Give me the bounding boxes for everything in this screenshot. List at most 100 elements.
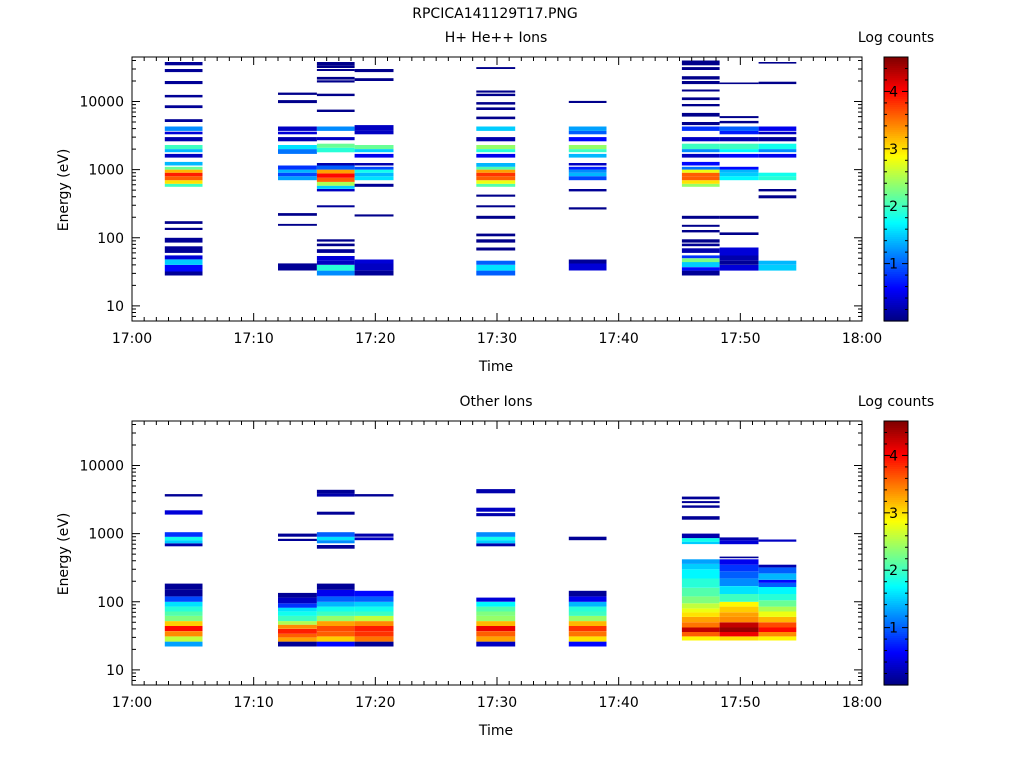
colorbar-segment: [884, 189, 908, 192]
heatmap-cell: [568, 621, 607, 626]
heatmap-cell: [476, 615, 516, 622]
colorbar-segment: [884, 546, 908, 550]
heatmap-cell: [164, 126, 203, 131]
heatmap-cell: [476, 540, 516, 544]
colorbar-segment: [884, 228, 908, 231]
heatmap-cell: [681, 255, 720, 259]
colorbar-segment: [884, 553, 908, 556]
heatmap-cell: [681, 62, 720, 66]
heatmap-cell: [568, 137, 607, 142]
heatmap-cell: [681, 267, 720, 271]
heatmap-cell: [719, 126, 759, 131]
heatmap-cell: [476, 507, 516, 512]
colorbar-segment: [884, 431, 908, 434]
heatmap-cell: [316, 615, 355, 622]
heatmap-cell: [719, 169, 759, 173]
colorbar-tick-label: 2: [889, 563, 898, 579]
heatmap-cell: [476, 233, 516, 237]
colorbar-segment: [884, 454, 908, 457]
heatmap-cell: [758, 586, 797, 594]
heatmap-cell: [316, 239, 355, 242]
heatmap-cell: [681, 243, 720, 247]
heatmap-cell: [681, 67, 720, 70]
colorbar-segment: [884, 285, 908, 289]
colorbar-segment: [884, 127, 908, 130]
colorbar-segment: [884, 162, 908, 165]
heatmap-cell: [164, 536, 203, 541]
heatmap-cell: [476, 194, 516, 197]
heatmap-cell: [719, 247, 759, 256]
colorbar-segment: [884, 425, 908, 428]
colorbar-segment: [884, 290, 908, 293]
heatmap-cell: [354, 611, 394, 616]
colorbar-segment: [884, 538, 908, 542]
colorbar-segment: [884, 491, 908, 494]
colorbar-segment: [884, 614, 908, 618]
heatmap-cell: [278, 603, 317, 608]
y-axis-label: Energy (eV): [56, 513, 72, 596]
colorbar-segment: [884, 252, 908, 256]
colorbar-segment: [884, 532, 908, 536]
colorbar-tick-label: 2: [889, 199, 898, 215]
heatmap-cell: [719, 149, 759, 153]
colorbar-segment: [884, 561, 908, 564]
heatmap-cell: [316, 169, 355, 174]
heatmap-cell: [719, 616, 759, 623]
colorbar-segment: [884, 621, 908, 624]
colorbar-segment: [884, 583, 908, 587]
colorbar-segment: [884, 193, 908, 196]
colorbar-tick-label: 1: [889, 621, 898, 637]
colorbar-segment: [884, 458, 908, 461]
colorbar-segment: [884, 505, 908, 509]
colorbar-segment: [884, 213, 908, 217]
colorbar-segment: [884, 199, 908, 202]
colorbar-segment: [884, 57, 908, 60]
colorbar-tick-label: 1: [889, 257, 898, 273]
colorbar-segment: [884, 98, 908, 101]
y-axis: 10 100 1000 10000: [79, 423, 862, 686]
heatmap-cell: [681, 248, 720, 253]
colorbar-segment: [884, 468, 908, 472]
y-tick-label: 10000: [79, 95, 124, 111]
colorbar-segment: [884, 156, 908, 159]
colorbar-segment: [884, 451, 908, 455]
x-tick-label: 17:50: [720, 331, 760, 347]
colorbar-segment: [884, 166, 908, 169]
colorbar-segment: [884, 604, 908, 608]
heatmap-cell: [354, 163, 394, 166]
heatmap-cell: [164, 641, 203, 647]
heatmap-cell: [354, 172, 394, 177]
heatmap-cell: [278, 126, 317, 131]
heatmap-cell: [278, 172, 317, 177]
heatmap-cell: [164, 153, 203, 158]
heatmap-cell: [476, 183, 516, 187]
heatmap-cell: [354, 153, 394, 158]
heatmap-cell: [278, 607, 317, 612]
colorbar-segment: [884, 312, 908, 316]
heatmap-cell: [568, 641, 607, 647]
colorbar-segment: [884, 633, 908, 637]
heatmap-cell: [316, 69, 355, 71]
heatmap-cell: [164, 626, 203, 632]
heatmap-cell: [164, 246, 203, 253]
colorbar-segment: [884, 567, 908, 571]
colorbar-segment: [884, 536, 908, 540]
heatmap-cell: [476, 611, 516, 616]
heatmap-cell: [681, 603, 720, 609]
heatmap-cell: [164, 621, 203, 626]
heatmap-cell: [758, 172, 797, 177]
colorbar-segment: [884, 176, 908, 180]
heatmap-cell: [758, 137, 797, 142]
heatmap-cell: [476, 166, 516, 170]
colorbar-segment: [884, 164, 908, 167]
colorbar-segment: [884, 304, 908, 308]
colorbar-segment: [884, 460, 908, 463]
heatmap-cell: [476, 543, 516, 547]
colorbar-segment: [884, 246, 908, 250]
x-tick-label: 17:40: [598, 695, 638, 711]
colorbar-segment: [884, 178, 908, 182]
heatmap-cell: [354, 259, 394, 264]
colorbar-segment: [884, 302, 908, 306]
heatmap-cell: [316, 126, 355, 131]
colorbar-segment: [884, 656, 908, 659]
